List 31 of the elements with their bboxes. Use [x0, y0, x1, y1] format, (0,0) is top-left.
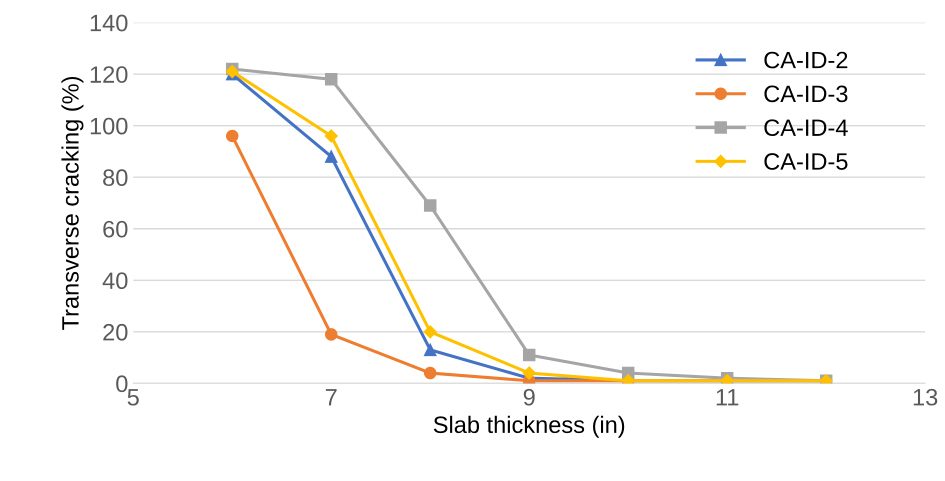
- y-tick-label: 120: [90, 66, 128, 83]
- y-tick-label: 100: [90, 118, 128, 134]
- point: [324, 73, 338, 86]
- point: [324, 150, 338, 163]
- legend-label: CA-ID-4: [764, 119, 848, 136]
- legend-label: CA-ID-5: [764, 153, 848, 170]
- point: [424, 199, 436, 212]
- legend-label: CA-ID-2: [764, 52, 848, 68]
- x-tick-label: 13: [914, 388, 938, 406]
- point: [424, 325, 437, 338]
- point: [226, 64, 239, 78]
- y-tick-label: 0: [116, 375, 128, 392]
- y-axis-title: Transverse cracking (%): [61, 76, 84, 330]
- point: [424, 366, 436, 380]
- x-tick-label: 5: [128, 389, 139, 406]
- y-tick-label: 40: [102, 272, 128, 290]
- y-tick-label: 140: [90, 14, 128, 32]
- x-axis-title: Slab thickness (in): [434, 416, 624, 438]
- point: [226, 130, 238, 142]
- point: [324, 328, 338, 341]
- point: [522, 348, 536, 362]
- y-tick-label: 60: [103, 220, 128, 238]
- point: [324, 129, 338, 143]
- point: [522, 366, 536, 380]
- point: [424, 344, 436, 356]
- x-tick-label: 9: [524, 388, 535, 406]
- x-tick-label: 11: [716, 389, 738, 406]
- x-tick-label: 7: [326, 389, 337, 406]
- y-tick-label: 20: [103, 324, 128, 341]
- y-tick-label: 80: [103, 169, 128, 186]
- legend-label: CA-ID-3: [764, 86, 848, 102]
